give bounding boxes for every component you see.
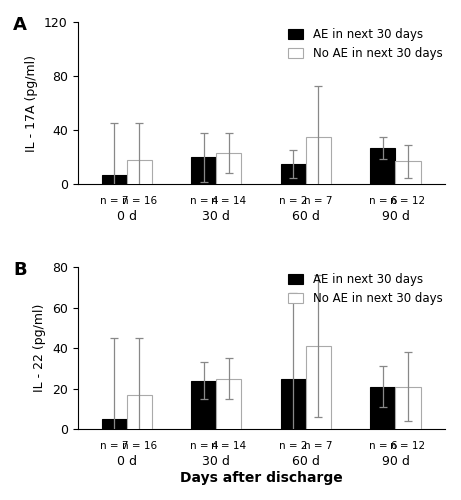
Text: 90 d: 90 d xyxy=(382,210,409,224)
Text: n = 7: n = 7 xyxy=(100,440,129,450)
Legend: AE in next 30 days, No AE in next 30 days: AE in next 30 days, No AE in next 30 day… xyxy=(284,270,446,308)
Bar xyxy=(191,380,216,430)
Text: n = 4: n = 4 xyxy=(189,440,218,450)
Text: n = 16: n = 16 xyxy=(122,196,157,205)
Bar xyxy=(281,164,306,184)
Bar xyxy=(102,419,127,430)
Text: n = 16: n = 16 xyxy=(122,440,157,450)
Text: n = 12: n = 12 xyxy=(390,440,426,450)
Bar xyxy=(371,386,396,430)
Text: n = 7: n = 7 xyxy=(304,196,333,205)
Bar xyxy=(306,346,331,430)
Bar xyxy=(102,175,127,184)
Text: n = 4: n = 4 xyxy=(189,196,218,205)
Text: n = 6: n = 6 xyxy=(369,440,397,450)
Text: n = 7: n = 7 xyxy=(100,196,129,205)
Y-axis label: IL - 22 (pg/ml): IL - 22 (pg/ml) xyxy=(33,304,46,392)
Bar xyxy=(216,153,242,184)
Text: 0 d: 0 d xyxy=(117,210,137,224)
Bar xyxy=(306,137,331,184)
Text: n = 2: n = 2 xyxy=(279,196,307,205)
Text: A: A xyxy=(13,16,27,34)
Bar xyxy=(127,160,152,184)
Text: 60 d: 60 d xyxy=(292,210,320,224)
Text: n = 12: n = 12 xyxy=(390,196,426,205)
Y-axis label: IL - 17A (pg/ml): IL - 17A (pg/ml) xyxy=(25,54,39,152)
Text: B: B xyxy=(13,260,27,278)
Text: n = 2: n = 2 xyxy=(279,440,307,450)
Bar xyxy=(281,378,306,430)
Bar xyxy=(396,386,420,430)
Text: n = 6: n = 6 xyxy=(369,196,397,205)
Bar xyxy=(127,395,152,430)
X-axis label: Days after discharge: Days after discharge xyxy=(180,471,343,485)
Text: n = 14: n = 14 xyxy=(211,196,247,205)
Text: 60 d: 60 d xyxy=(292,456,320,468)
Bar xyxy=(216,378,242,430)
Bar xyxy=(191,158,216,184)
Text: 0 d: 0 d xyxy=(117,456,137,468)
Text: n = 14: n = 14 xyxy=(211,440,247,450)
Text: 30 d: 30 d xyxy=(202,456,230,468)
Bar xyxy=(371,148,396,184)
Bar xyxy=(396,162,420,184)
Text: 90 d: 90 d xyxy=(382,456,409,468)
Text: 30 d: 30 d xyxy=(202,210,230,224)
Legend: AE in next 30 days, No AE in next 30 days: AE in next 30 days, No AE in next 30 day… xyxy=(284,24,446,64)
Text: n = 7: n = 7 xyxy=(304,440,333,450)
